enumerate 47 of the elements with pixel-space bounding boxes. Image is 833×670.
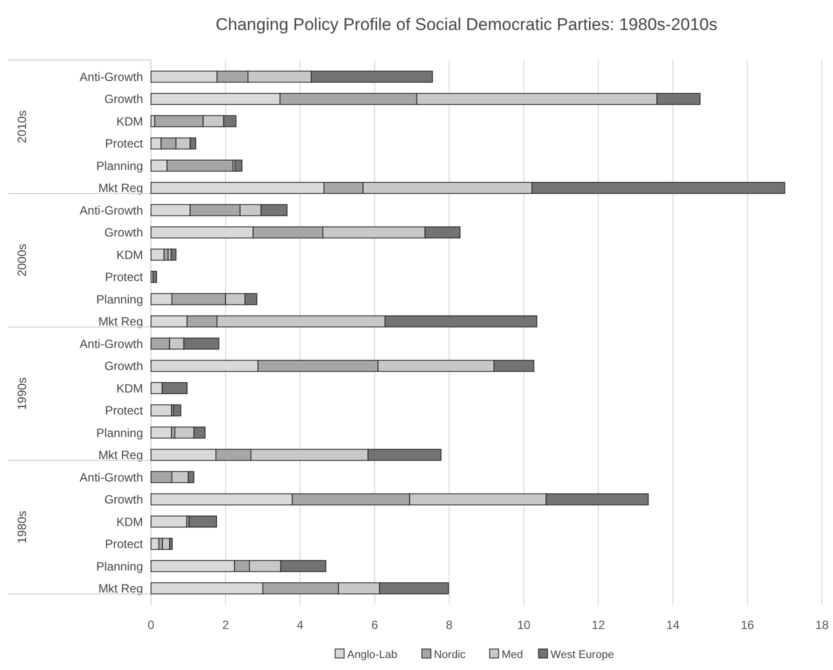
y-tick-label: KDM (116, 381, 143, 396)
bar (172, 404, 182, 416)
y-tick-label: Growth (104, 359, 143, 374)
bar (170, 248, 176, 261)
y-tick-label: Protect (104, 270, 144, 284)
y-tick-label: Growth (104, 226, 143, 240)
x-tick-label: 8 (446, 618, 453, 632)
y-tick-label: Planning (96, 426, 143, 440)
y-tick-label: Growth (104, 92, 143, 106)
y-tick-label: Planning (96, 292, 143, 306)
text: 1990s (15, 377, 29, 410)
y-tick-label: KDM (116, 248, 143, 262)
x-tick-label: 18 (815, 618, 829, 632)
y-tick-label: Protect (104, 136, 144, 151)
y-tick-label: Anti-Growth (80, 203, 143, 218)
y-tick-label: Protect (104, 404, 144, 418)
bar (152, 270, 157, 283)
bar (162, 538, 170, 550)
y-tick-label: Planning (96, 158, 143, 173)
x-tick-label: 16 (740, 618, 754, 632)
y-tick-label: Anti-Growth (80, 336, 143, 351)
x-tick-label: 4 (296, 618, 304, 632)
legend-label: Nordic (434, 649, 466, 661)
bar (234, 160, 242, 172)
text: 2010s (15, 110, 29, 144)
x-tick-label: 12 (592, 618, 606, 632)
x-tick-label: 0 (148, 618, 155, 632)
text: 2000s (15, 244, 29, 277)
x-tick-label: 10 (517, 618, 531, 632)
y-tick-label: Mkt Reg (98, 582, 143, 596)
y-tick-label: Anti-Growth (80, 70, 143, 84)
text: 1980s (15, 510, 29, 544)
x-tick-label: 2 (222, 618, 230, 632)
y-tick-label: Anti-Growth (80, 470, 143, 484)
y-tick-label: KDM (116, 514, 143, 529)
y-tick-label: Mkt Reg (98, 448, 143, 462)
y-tick-label: KDM (116, 114, 143, 128)
chart-title: Changing Policy Profile of Social Democratic Parties: 1980s-2010s (216, 15, 718, 34)
y-tick-label: Planning (96, 559, 143, 574)
legend-label: Anglo-Lab (347, 649, 398, 661)
y-tick-label: Growth (104, 492, 143, 507)
x-tick-label: 14 (666, 618, 680, 632)
legend-label: Med (502, 649, 524, 661)
x-tick-label: 6 (371, 618, 378, 632)
bar (188, 516, 218, 528)
legend-label: West Europe (550, 649, 614, 661)
y-tick-label: Protect (104, 537, 144, 552)
